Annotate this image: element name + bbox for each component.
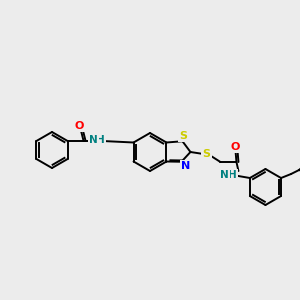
Text: O: O xyxy=(75,121,84,131)
Text: H: H xyxy=(228,170,237,180)
Text: H: H xyxy=(96,135,105,145)
Text: N: N xyxy=(181,161,190,171)
Text: S: S xyxy=(202,149,211,159)
Text: N: N xyxy=(89,135,98,145)
Text: O: O xyxy=(231,142,240,152)
Text: S: S xyxy=(179,131,188,141)
Text: N: N xyxy=(220,170,229,180)
